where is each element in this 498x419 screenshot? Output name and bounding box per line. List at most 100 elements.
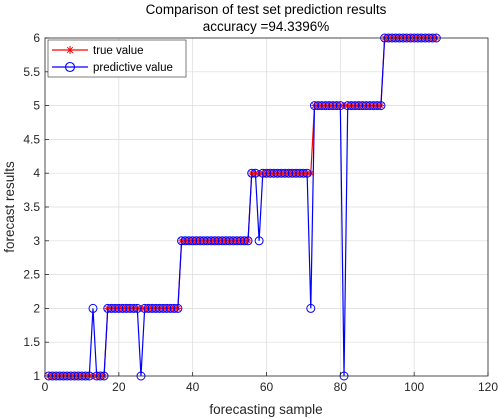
- predictive-value-point: [313, 101, 323, 111]
- predictive-value-point: [151, 303, 161, 313]
- predictive-value-point: [188, 236, 198, 246]
- predictive-value-point: [225, 236, 235, 246]
- predictive-value-point: [276, 168, 286, 178]
- predictive-value-point: [298, 168, 308, 178]
- y-tick-label: 1: [33, 369, 40, 383]
- y-tick-label: 5: [33, 99, 40, 113]
- predictive-value-point: [262, 168, 271, 178]
- predictive-value-point: [254, 236, 264, 246]
- y-axis: 1 1.5 2 2.5 3 3.5 4 4.5 5 5.5 6: [23, 31, 49, 383]
- legend-asterisk-marker: [66, 46, 74, 54]
- predictive-value-point: [376, 101, 386, 111]
- predictive-value-point: [346, 101, 356, 111]
- y-tick-label: 3.5: [23, 200, 40, 214]
- predictive-value-point: [273, 168, 283, 178]
- predictive-value-point: [88, 303, 98, 313]
- predictive-value-point: [214, 236, 224, 246]
- predictive-value-point: [103, 303, 113, 313]
- predictive-value-point: [258, 168, 268, 178]
- predictive-value-point: [125, 303, 135, 313]
- predictive-value-point: [369, 101, 379, 111]
- y-tick-label: 5.5: [23, 65, 40, 79]
- legend: true value predictive value: [47, 39, 187, 78]
- y-axis-label: forecast results: [2, 161, 17, 253]
- x-axis: 0 20 40 60 80 100 120: [42, 372, 498, 394]
- predictive-value-point: [206, 236, 216, 246]
- y-tick-label: 1.5: [23, 335, 40, 349]
- predictive-value-point: [361, 101, 371, 111]
- legend-circle-marker: [64, 61, 76, 73]
- predictive-value-point: [221, 236, 231, 246]
- predictive-value-point: [243, 236, 253, 246]
- predictive-value-point: [162, 303, 172, 313]
- predictive-value-point: [118, 303, 128, 313]
- predictive-value-point: [291, 168, 301, 178]
- predictive-value-point: [265, 168, 275, 178]
- predictive-value-point: [350, 101, 360, 111]
- predictive-value-point: [228, 236, 238, 246]
- predictive-value-point: [236, 236, 246, 246]
- predictive-value-point: [324, 101, 334, 111]
- predictive-value-point: [147, 303, 157, 313]
- legend-predictive-label: predictive value: [93, 62, 173, 74]
- predictive-value-point: [302, 168, 312, 178]
- chart-subtitle: accuracy =94.3396%: [203, 19, 329, 34]
- predictive-value-point: [169, 303, 179, 313]
- predictive-value-point: [210, 236, 220, 246]
- predictive-value-point: [269, 168, 279, 178]
- predictive-value-point: [143, 303, 153, 313]
- predictive-value-point: [343, 101, 353, 111]
- predictive-value-point: [191, 236, 201, 246]
- predictive-value-point: [173, 303, 183, 313]
- y-tick-label: 3: [33, 234, 40, 248]
- predictive-value-point: [158, 303, 168, 313]
- predictive-value-point: [129, 303, 139, 313]
- predictive-value-point: [250, 168, 260, 178]
- predictive-value-point: [239, 236, 249, 246]
- predictive-value-point: [335, 101, 345, 111]
- x-tick-label: 20: [112, 380, 126, 394]
- predictive-value-point: [247, 168, 257, 178]
- x-tick-label: 40: [186, 380, 200, 394]
- predictive-value-point: [332, 101, 342, 111]
- predictive-value-point: [195, 236, 205, 246]
- predictive-value-point: [114, 303, 124, 313]
- predictive-value-point: [357, 101, 367, 111]
- predictive-value-point: [110, 303, 120, 313]
- predictive-value-point: [306, 303, 316, 313]
- x-tick-label: 120: [478, 380, 498, 394]
- predictive-value-point: [317, 101, 327, 111]
- y-tick-label: 4: [33, 166, 40, 180]
- predictive-value-point: [287, 168, 297, 178]
- predictive-value-point: [202, 236, 212, 246]
- x-tick-label: 80: [334, 380, 348, 394]
- predictive-value-point: [184, 236, 194, 246]
- predictive-value-point: [177, 236, 187, 246]
- predictive-value-point: [199, 236, 209, 246]
- legend-true-label: true value: [93, 45, 144, 57]
- x-tick-label: 60: [260, 380, 274, 394]
- x-tick-label: 0: [42, 380, 49, 394]
- predictive-value-point: [321, 101, 331, 111]
- predictive-value-point: [166, 303, 176, 313]
- predictive-value-point: [295, 168, 305, 178]
- predictive-value-point: [121, 303, 131, 313]
- y-tick-label: 2: [33, 301, 40, 315]
- predictive-value-point: [140, 303, 150, 313]
- predictive-value-point: [180, 236, 190, 246]
- x-axis-label: forecasting sample: [209, 402, 322, 417]
- legend-box: [47, 39, 187, 78]
- predictive-value-point: [354, 101, 364, 111]
- predictive-value-point: [132, 303, 142, 313]
- predictive-value-point: [309, 101, 319, 111]
- predictive-value-point: [217, 236, 227, 246]
- predictive-value-point: [280, 168, 290, 178]
- predictive-value-point: [232, 236, 242, 246]
- x-tick-label: 100: [404, 380, 424, 394]
- predictive-value-point: [284, 168, 294, 178]
- predictive-value-point: [365, 101, 375, 111]
- predictive-value-point: [372, 101, 382, 111]
- y-tick-label: 6: [33, 31, 40, 45]
- predictive-value-point: [154, 303, 164, 313]
